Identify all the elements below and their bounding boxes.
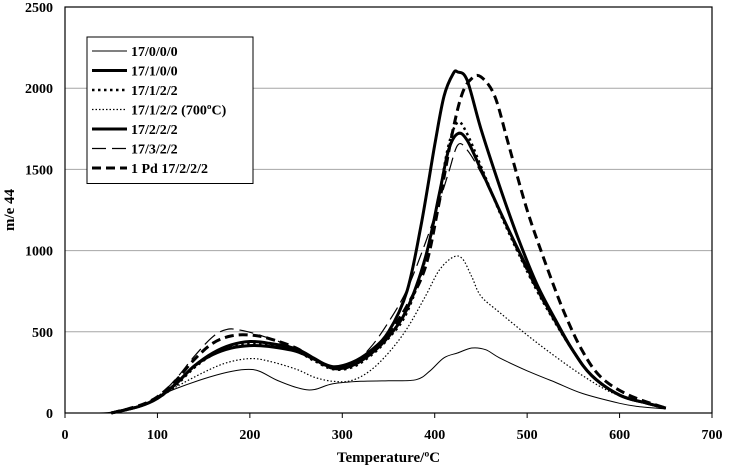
legend-box [86,36,254,184]
y-axis-ticks: 0 500 1000 1500 2000 2500 [25,1,53,422]
x-tick-label: 700 [702,428,723,443]
series-layer [88,69,667,415]
x-axis-ticks: 0 100 200 300 400 500 600 700 [62,413,723,443]
y-tick-label: 0 [46,407,53,422]
legend-label: 17/3/2/2 [131,143,178,158]
series-line-1 [88,347,666,414]
x-tick-label: 300 [332,428,353,443]
x-axis-title: Temperature/ºC [337,450,440,466]
legend-label: 17/1/2/2 (700ºC) [131,104,227,119]
x-tick-label: 400 [424,428,445,443]
x-tick-label: 0 [62,428,69,443]
series-line-7 [110,73,667,415]
legend-label: 17/2/2/2 [131,123,178,138]
y-tick-label: 500 [32,326,53,341]
series-line-5 [110,131,667,415]
x-tick-label: 500 [517,428,538,443]
legend: 17/0/0/0 17/1/0/0 17/1/2/2 17/1/2/2 (700ºC)… [86,36,254,184]
legend-label: 17/1/0/0 [131,65,178,80]
y-axis-title: m/e 44 [2,188,18,231]
legend-label: 17/1/2/2 [131,84,178,99]
x-tick-label: 600 [609,428,630,443]
x-tick-label: 200 [239,428,260,443]
y-tick-label: 1000 [25,245,53,260]
y-tick-label: 2500 [25,1,53,16]
y-tick-label: 1500 [25,163,53,178]
legend-label: 1 Pd 17/2/2/2 [131,162,208,177]
series-line-6 [111,142,666,414]
y-tick-label: 2000 [25,82,53,97]
plot-frame [64,6,713,414]
legend-label: 17/0/0/0 [131,45,178,60]
x-tick-label: 100 [147,428,168,443]
